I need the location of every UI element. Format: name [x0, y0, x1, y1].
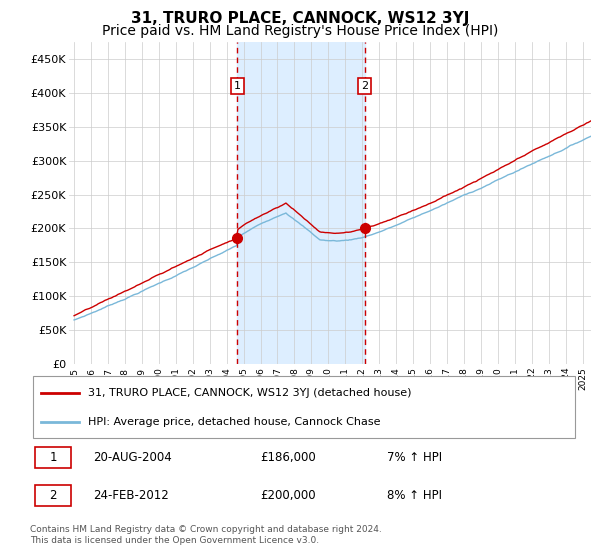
Text: 2: 2	[50, 489, 57, 502]
Text: 8% ↑ HPI: 8% ↑ HPI	[387, 489, 442, 502]
Text: 1: 1	[50, 451, 57, 464]
Text: 31, TRURO PLACE, CANNOCK, WS12 3YJ (detached house): 31, TRURO PLACE, CANNOCK, WS12 3YJ (deta…	[88, 388, 411, 398]
Text: Price paid vs. HM Land Registry's House Price Index (HPI): Price paid vs. HM Land Registry's House …	[102, 24, 498, 38]
Text: Contains HM Land Registry data © Crown copyright and database right 2024.
This d: Contains HM Land Registry data © Crown c…	[30, 525, 382, 545]
FancyBboxPatch shape	[35, 485, 71, 506]
Bar	[238, 42, 365, 364]
Text: HPI: Average price, detached house, Cannock Chase: HPI: Average price, detached house, Cann…	[88, 417, 380, 427]
FancyBboxPatch shape	[33, 376, 575, 438]
Text: £200,000: £200,000	[260, 489, 316, 502]
Text: 24-FEB-2012: 24-FEB-2012	[93, 489, 169, 502]
FancyBboxPatch shape	[35, 447, 71, 468]
Text: £186,000: £186,000	[260, 451, 316, 464]
Text: 2: 2	[361, 81, 368, 91]
Text: 7% ↑ HPI: 7% ↑ HPI	[387, 451, 442, 464]
Text: 1: 1	[234, 81, 241, 91]
Text: 31, TRURO PLACE, CANNOCK, WS12 3YJ: 31, TRURO PLACE, CANNOCK, WS12 3YJ	[131, 11, 469, 26]
Text: 20-AUG-2004: 20-AUG-2004	[93, 451, 172, 464]
